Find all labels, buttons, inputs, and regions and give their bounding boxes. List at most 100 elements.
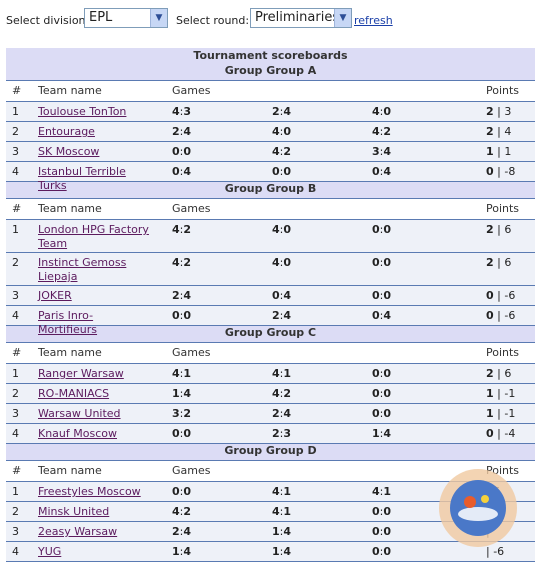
chevron-down-icon[interactable]: ▼ [150, 9, 167, 27]
table-row: 2 RO-MANIACS 1:4 4:2 0:0 1 | -1 [6, 384, 535, 404]
score-for: 0 [372, 525, 380, 538]
team-link[interactable]: Minsk United [38, 505, 110, 518]
game-score: 0:0 [372, 367, 392, 380]
rank-number: 3 [12, 289, 19, 302]
score-for: 4 [272, 125, 280, 138]
table-row: 4 Paris Inro-Mortifieurs 0:0 2:4 0:4 0 | -6 [6, 306, 535, 336]
team-link[interactable]: Istanbul Terrible Turks [38, 165, 126, 192]
team-link[interactable]: 2easy Warsaw [38, 525, 118, 538]
division-value: EPL [89, 10, 113, 25]
column-headers: # Team name Games Points [6, 461, 535, 482]
points-cell: 1 | -1 [486, 407, 516, 420]
score-for: 0 [272, 289, 280, 302]
game-score: 2:4 [172, 125, 192, 138]
game-score: 0:0 [172, 427, 192, 440]
team-link[interactable]: Freestyles Moscow [38, 485, 141, 498]
score-for: 2 [272, 407, 280, 420]
score-against: 4 [283, 105, 292, 118]
score-against: 4 [183, 545, 192, 558]
points-cell: 0 | -6 [486, 289, 516, 302]
score-against: 4 [283, 407, 292, 420]
points-value: 2 [486, 256, 494, 269]
team-link[interactable]: London HPG Factory Team [38, 223, 149, 250]
score-for: 0 [172, 427, 180, 440]
column-header-team: Team name [38, 346, 102, 359]
score-for: 4 [172, 223, 180, 236]
points-value: 2 [486, 125, 494, 138]
team-link[interactable]: Toulouse TonTon [38, 105, 127, 118]
points-diff: -6 [504, 309, 516, 322]
rank-number: 3 [12, 525, 19, 538]
team-link[interactable]: Paris Inro-Mortifieurs [38, 309, 98, 336]
column-headers: # Team name Games Points [6, 81, 535, 102]
points-value: 1 [486, 407, 494, 420]
score-against: 3 [183, 105, 192, 118]
rank-number: 1 [12, 223, 19, 236]
game-score: 4:0 [272, 125, 292, 138]
score-against: 1 [183, 367, 192, 380]
score-against: 4 [383, 145, 392, 158]
points-value: 0 [486, 165, 494, 178]
points-diff: -8 [504, 165, 516, 178]
score-against: 0 [183, 145, 192, 158]
team-link[interactable]: Warsaw United [38, 407, 121, 420]
team-link[interactable]: RO-MANIACS [38, 387, 110, 400]
team-link[interactable]: Knauf Moscow [38, 427, 117, 440]
column-header-num: # [12, 202, 22, 215]
score-against: 4 [283, 289, 292, 302]
team-link[interactable]: Entourage [38, 125, 95, 138]
scoreboard-title: Tournament scoreboards [6, 48, 535, 64]
team-link[interactable]: Instinct Gemoss Liepaja [38, 256, 127, 283]
points-cell: 0 | -4 [486, 427, 516, 440]
rank-number: 3 [12, 145, 19, 158]
round-select[interactable]: Preliminaries ▼ [250, 8, 352, 28]
score-for: 4 [372, 485, 380, 498]
score-for: 4 [272, 387, 280, 400]
points-value: 0 [486, 427, 494, 440]
score-for: 2 [172, 289, 180, 302]
score-against: 1 [383, 485, 392, 498]
game-score: 4:1 [272, 505, 292, 518]
score-for: 2 [172, 525, 180, 538]
points-cell: 2 | 3 [486, 105, 512, 118]
column-header-points: Points [486, 202, 520, 215]
rank-number: 4 [12, 165, 19, 178]
refresh-link[interactable]: refresh [354, 14, 393, 27]
score-against: 0 [383, 223, 392, 236]
rank-number: 2 [12, 505, 19, 518]
game-score: 4:0 [272, 223, 292, 236]
game-score: 4:3 [172, 105, 192, 118]
score-for: 0 [172, 309, 180, 322]
score-against: 2 [283, 387, 292, 400]
points-value: 2 [486, 105, 494, 118]
rank-number: 1 [12, 105, 19, 118]
score-against: 0 [283, 256, 292, 269]
team-link[interactable]: YUG [38, 545, 62, 558]
score-for: 4 [272, 256, 280, 269]
game-score: 4:1 [272, 367, 292, 380]
game-score: 4:2 [172, 505, 192, 518]
chevron-down-icon[interactable]: ▼ [334, 9, 351, 27]
column-header-team: Team name [38, 202, 102, 215]
points-diff: -1 [504, 407, 516, 420]
score-against: 0 [383, 407, 392, 420]
division-select[interactable]: EPL ▼ [84, 8, 168, 28]
rank-number: 2 [12, 387, 19, 400]
score-against: 1 [283, 505, 292, 518]
score-for: 4 [172, 367, 180, 380]
score-against: 3 [283, 427, 292, 440]
game-score: 0:0 [172, 145, 192, 158]
score-against: 0 [383, 505, 392, 518]
team-link[interactable]: SK Moscow [38, 145, 100, 158]
round-label: Select round: [176, 14, 250, 27]
team-link[interactable]: Ranger Warsaw [38, 367, 124, 380]
points-diff: -6 [504, 289, 516, 302]
points-value: 2 [486, 367, 494, 380]
game-score: 0:4 [172, 165, 192, 178]
column-header-team: Team name [38, 84, 102, 97]
team-link[interactable]: JOKER [38, 289, 72, 302]
paintball-league-logo [439, 469, 517, 547]
points-diff: -6 [493, 545, 505, 558]
